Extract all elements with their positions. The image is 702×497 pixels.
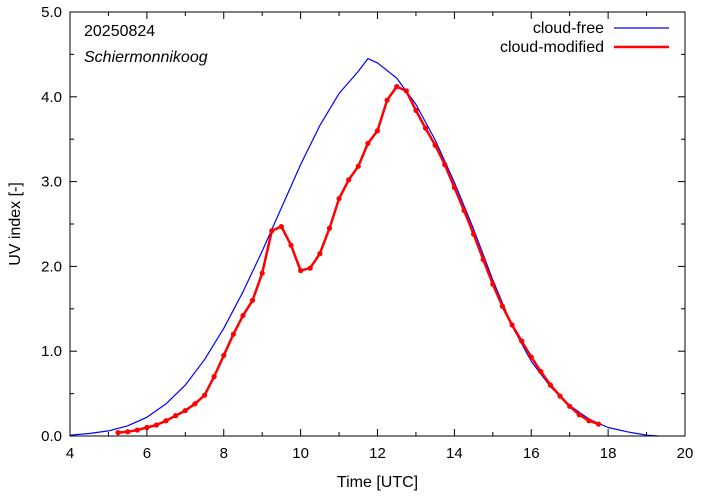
x-tick-label: 16	[523, 445, 540, 462]
y-tick-label: 2.0	[41, 258, 62, 275]
data-point-cloud-modified	[528, 354, 534, 360]
data-point-cloud-modified	[163, 418, 169, 424]
data-point-cloud-modified	[173, 413, 179, 419]
data-point-cloud-modified	[269, 228, 275, 234]
data-point-cloud-modified	[355, 163, 361, 169]
data-point-cloud-modified	[413, 107, 419, 113]
y-tick-label: 1.0	[41, 343, 62, 360]
x-axis-title: Time [UTC]	[337, 474, 418, 491]
y-tick-label: 5.0	[41, 4, 62, 21]
data-point-cloud-modified	[490, 281, 496, 287]
data-point-cloud-modified	[144, 424, 150, 431]
data-point-cloud-modified	[519, 338, 525, 344]
data-point-cloud-modified	[230, 331, 236, 337]
legend-label-cloud-modified: cloud-modified	[500, 39, 604, 56]
legend-label-cloud-free: cloud-free	[533, 20, 604, 37]
data-point-cloud-modified	[384, 97, 390, 103]
data-point-cloud-modified	[432, 142, 438, 148]
x-tick-label: 4	[66, 445, 74, 462]
data-point-cloud-modified	[509, 322, 515, 328]
data-point-cloud-modified	[595, 421, 602, 427]
annotation-date: 20250824	[84, 23, 155, 40]
data-point-cloud-modified	[538, 368, 544, 375]
plot-frame	[69, 11, 686, 437]
data-point-cloud-modified	[403, 88, 409, 94]
y-axis-title: UV index [-]	[7, 182, 24, 266]
data-point-cloud-modified	[182, 407, 188, 414]
x-tick-label: 14	[446, 445, 463, 462]
x-tick-label: 20	[677, 445, 694, 462]
data-point-cloud-modified	[557, 393, 563, 399]
data-point-cloud-modified	[288, 242, 294, 248]
data-point-cloud-modified	[298, 268, 304, 274]
tick-layer: 4 6 8 10 12 14 16 18 20 0.0 1.0 2.0 3.0 4.0 5.0	[41, 4, 693, 462]
data-point-cloud-modified	[201, 392, 208, 398]
data-point-cloud-modified	[480, 257, 486, 263]
data-point-cloud-modified	[461, 207, 467, 214]
legend: cloud-free cloud-modified	[500, 20, 669, 56]
data-point-cloud-modified	[153, 422, 160, 428]
data-point-cloud-modified	[394, 84, 400, 90]
y-tick-label: 4.0	[41, 89, 62, 106]
y-tick-label: 3.0	[41, 174, 62, 191]
data-point-cloud-modified	[115, 430, 121, 436]
y-tick-label: 0.0	[41, 428, 62, 445]
data-point-cloud-modified	[326, 225, 333, 231]
data-point-cloud-modified	[499, 303, 506, 309]
data-point-cloud-modified	[307, 265, 313, 271]
data-point-cloud-modified	[422, 125, 429, 131]
data-point-cloud-modified	[336, 195, 342, 202]
data-point-cloud-modified	[567, 403, 573, 409]
data-point-cloud-modified	[221, 352, 227, 359]
data-point-cloud-modified	[470, 231, 477, 237]
data-point-cloud-modified	[365, 140, 371, 147]
data-point-cloud-modified	[317, 251, 323, 257]
data-point-cloud-modified	[586, 418, 592, 424]
data-point-cloud-modified	[249, 297, 256, 303]
data-point-cloud-modified	[278, 223, 285, 230]
series-layer	[69, 57, 659, 437]
data-point-cloud-modified	[547, 382, 554, 388]
data-point-cloud-modified	[134, 427, 140, 433]
x-tick-label: 12	[369, 445, 386, 462]
data-point-cloud-modified	[346, 177, 352, 183]
data-point-cloud-modified	[442, 162, 448, 168]
data-point-cloud-modified	[374, 128, 381, 134]
x-tick-label: 6	[143, 445, 151, 462]
data-point-cloud-modified	[192, 401, 198, 407]
series-line-cloud-free	[69, 57, 659, 437]
x-tick-label: 10	[292, 445, 309, 462]
data-point-cloud-modified	[240, 312, 246, 319]
data-point-cloud-modified	[451, 184, 457, 191]
annotation-site: Schiermonnikoog	[84, 49, 208, 66]
data-point-cloud-modified	[576, 412, 582, 418]
series-line-cloud-modified	[117, 85, 599, 434]
x-tick-label: 8	[220, 445, 228, 462]
data-point-cloud-modified	[211, 374, 217, 380]
data-point-cloud-modified	[259, 270, 265, 276]
data-point-cloud-modified	[125, 429, 131, 435]
x-tick-label: 18	[600, 445, 617, 462]
